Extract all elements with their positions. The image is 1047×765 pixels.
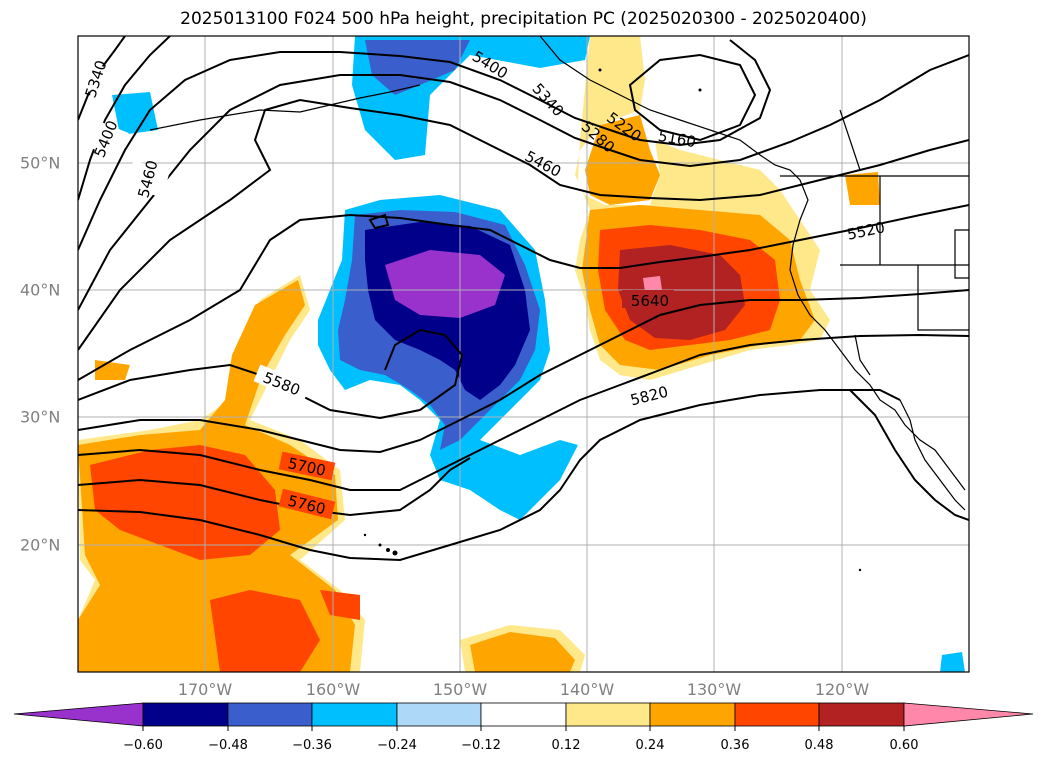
- colorbar-tick-label: 0.12: [551, 738, 581, 753]
- colorbar-tick-label: −0.12: [461, 738, 501, 753]
- longitude-label: 130°W: [686, 680, 742, 699]
- colorbar-segment: [565, 702, 651, 727]
- colorbar-tick-label: −0.60: [123, 738, 163, 753]
- colorbar-tick-label: 0.48: [804, 738, 834, 753]
- colorbar-segment: [142, 702, 229, 727]
- coastlines: [149, 36, 969, 511]
- longitude-label: 170°W: [177, 680, 233, 699]
- latitude-label: 30°N: [20, 407, 61, 427]
- colorbar-tick-label: −0.36: [292, 738, 332, 753]
- colorbar-segment: [396, 702, 482, 727]
- longitude-label: 150°W: [432, 680, 488, 699]
- colorbar-segment: [818, 702, 905, 727]
- colorbar-segment: [734, 702, 820, 727]
- map-plot-area: 5340 5400 5460 5400 5340 5280 5220 5160 …: [78, 36, 969, 672]
- map-gridlines: [78, 36, 969, 672]
- colorbar-tick-label: −0.48: [208, 738, 248, 753]
- colorbar-tick-label: 0.60: [889, 738, 919, 753]
- colorbar-segment: [480, 702, 567, 727]
- islands: [363, 68, 862, 572]
- colorbar-segment: [903, 702, 1034, 727]
- contour-label: 5640: [631, 292, 669, 310]
- longitude-label: 120°W: [814, 680, 870, 699]
- latitude-label: 40°N: [20, 280, 61, 300]
- colorbar-tick-label: 0.24: [635, 738, 665, 753]
- colorbar: [13, 702, 1034, 727]
- latitude-label: 50°N: [20, 153, 61, 173]
- longitude-label: 160°W: [305, 680, 361, 699]
- colorbar-segment: [649, 702, 736, 727]
- colorbar-segment: [227, 702, 313, 727]
- colorbar-tick-label: −0.24: [377, 738, 417, 753]
- colorbar-tick-label: 0.36: [720, 738, 750, 753]
- chart-title: 2025013100 F024 500 hPa height, precipit…: [180, 9, 867, 29]
- colorbar-tick-marks: [142, 726, 905, 731]
- colorbar-segment: [13, 702, 144, 727]
- longitude-label: 140°W: [559, 680, 615, 699]
- latitude-label: 20°N: [20, 535, 61, 555]
- height-contours: [78, 36, 969, 562]
- negative-precip-shading: [112, 36, 965, 672]
- colorbar-segment: [311, 702, 398, 727]
- map-frame: [77, 35, 970, 673]
